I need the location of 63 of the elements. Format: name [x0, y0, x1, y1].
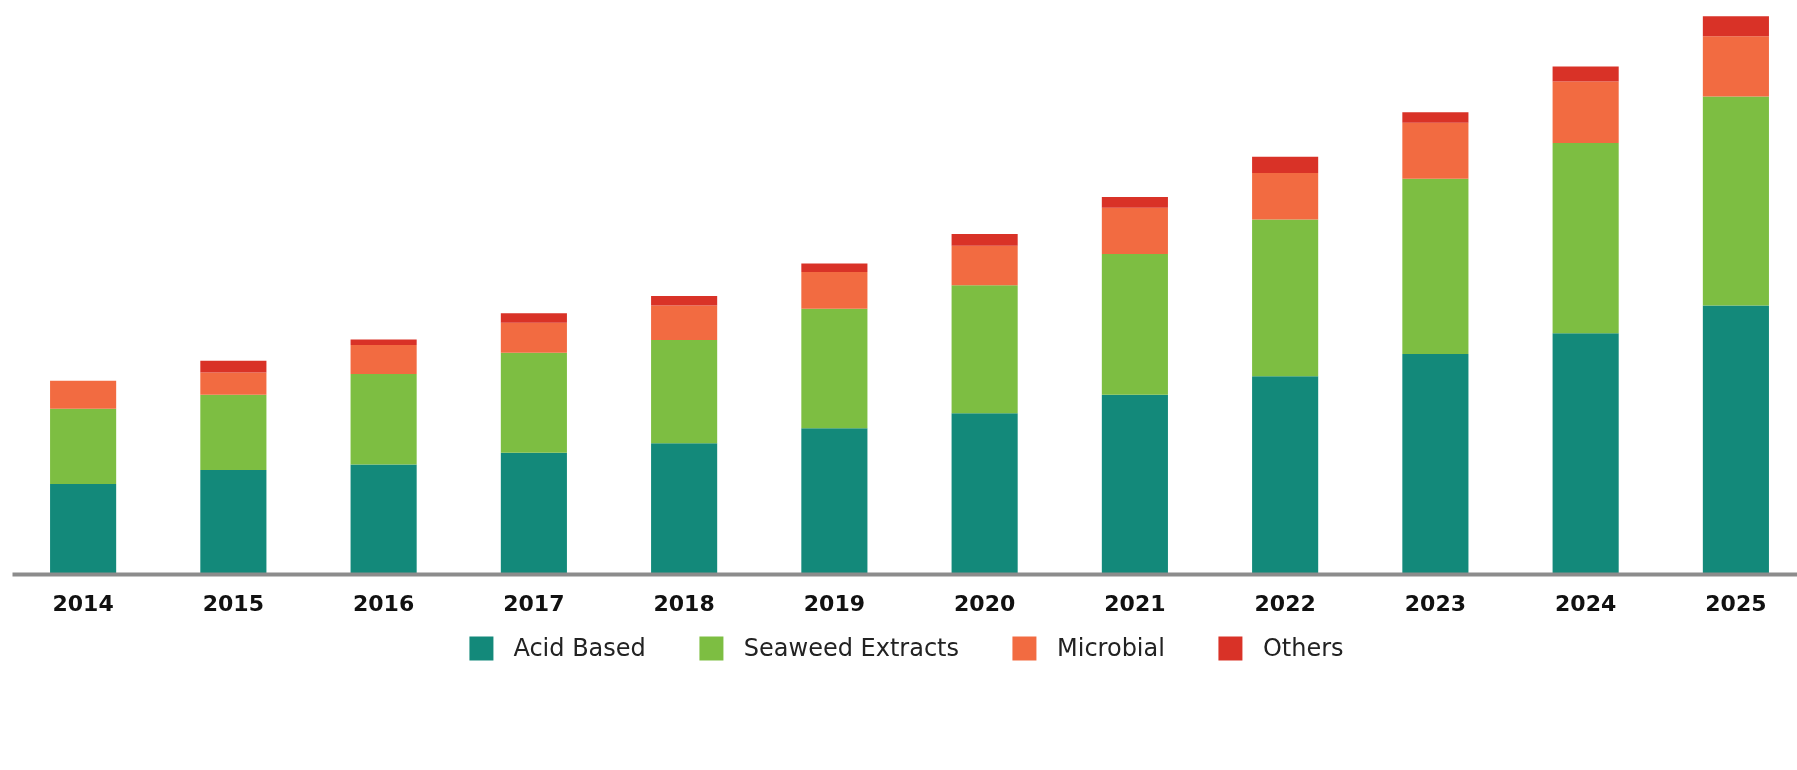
- bar: [200, 360, 267, 373]
- x-tick-label: 2018: [653, 590, 715, 616]
- bar: [801, 308, 868, 429]
- bar: [1402, 122, 1469, 179]
- bar: [500, 452, 567, 575]
- bar: [1552, 66, 1619, 82]
- x-tick-label: 2024: [1555, 590, 1617, 616]
- bar: [1101, 394, 1168, 575]
- bar: [801, 428, 868, 575]
- x-tick-label: 2021: [1104, 590, 1166, 616]
- legend-label: Acid Based: [513, 634, 646, 662]
- legend-label: Seaweed Extracts: [743, 634, 960, 662]
- bar: [1702, 16, 1769, 37]
- bar: [1402, 178, 1469, 354]
- bar: [951, 233, 1018, 246]
- bar: [1702, 305, 1769, 575]
- legend-label: Others: [1262, 634, 1344, 662]
- bar: [951, 413, 1018, 575]
- bar: [1252, 376, 1319, 575]
- bar: [801, 263, 868, 272]
- bar: [1252, 219, 1319, 377]
- bar: [50, 380, 117, 409]
- x-tick-label: 2015: [202, 590, 264, 616]
- bar: [350, 464, 417, 575]
- bar: [200, 470, 267, 575]
- bar: [50, 484, 117, 575]
- bar: [1402, 112, 1469, 123]
- bar: [651, 305, 718, 340]
- bar: [1702, 96, 1769, 306]
- bar: [1101, 207, 1168, 255]
- bar: [651, 295, 718, 306]
- bar: [1101, 254, 1168, 395]
- legend-label: Microbial: [1057, 634, 1165, 662]
- x-tick-label: 2023: [1404, 590, 1467, 616]
- bar: [1252, 156, 1319, 174]
- x-tick-label: 2019: [803, 590, 865, 616]
- bar: [200, 394, 267, 471]
- bar: [651, 340, 718, 444]
- bar: [1702, 36, 1769, 97]
- x-tick-label: 2022: [1254, 590, 1316, 616]
- bar: [1402, 353, 1469, 575]
- bar: [1252, 173, 1319, 220]
- bar: [50, 408, 117, 485]
- x-tick-label: 2014: [52, 590, 114, 616]
- bar: [651, 443, 718, 575]
- bar: [951, 245, 1018, 286]
- bar: [200, 372, 267, 395]
- bar: [500, 313, 567, 323]
- bar: [951, 285, 1018, 414]
- bar: [1552, 81, 1619, 143]
- bar: [350, 345, 417, 375]
- bar: [350, 374, 417, 465]
- bar: [801, 271, 868, 309]
- bar: [1552, 142, 1619, 334]
- x-tick-label: 2016: [353, 590, 415, 616]
- bar: [1552, 333, 1619, 575]
- bar: [500, 352, 567, 453]
- x-tick-label: 2025: [1705, 590, 1767, 616]
- x-tick-label: 2017: [503, 590, 565, 616]
- bar: [500, 322, 567, 353]
- bar: [1101, 197, 1168, 208]
- bar: [350, 339, 417, 346]
- x-tick-label: 2020: [954, 590, 1016, 616]
